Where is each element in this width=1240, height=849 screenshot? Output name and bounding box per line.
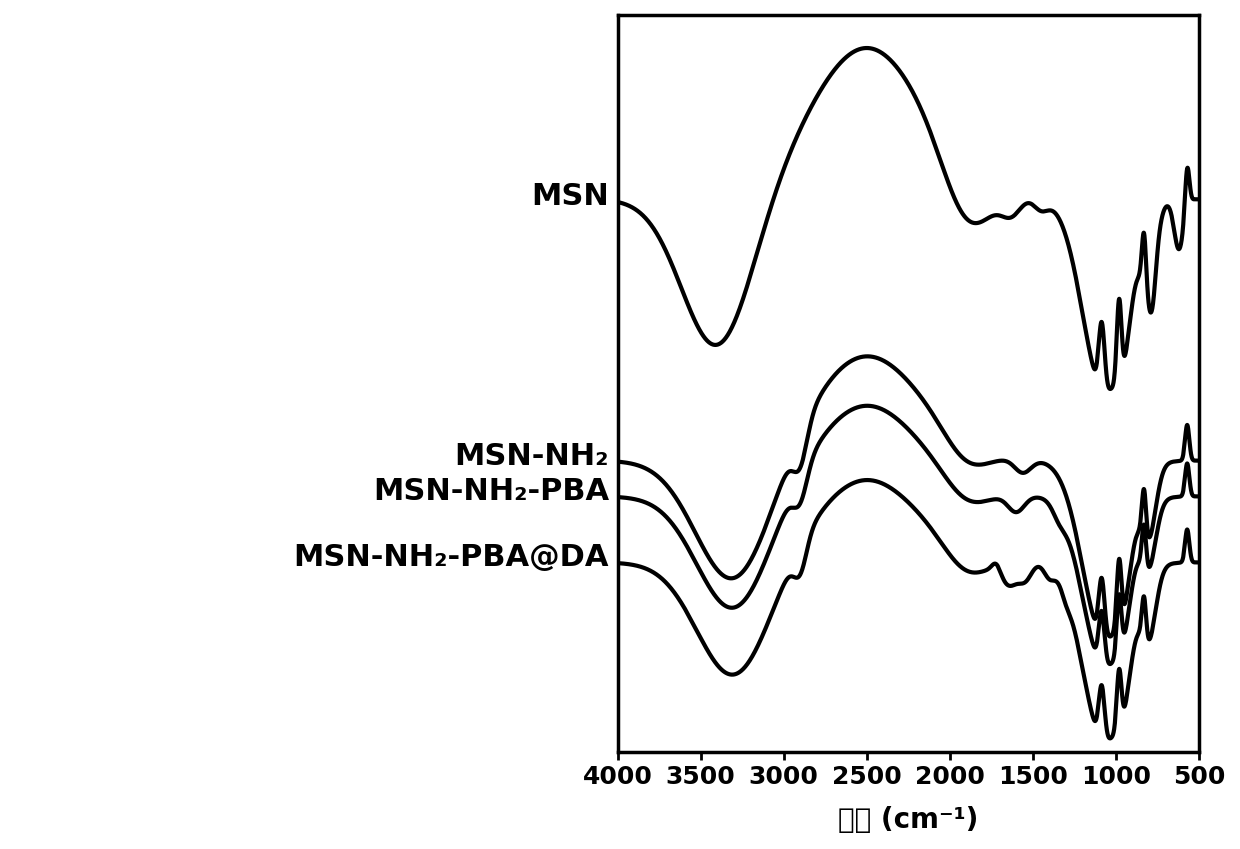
Text: MSN-NH₂-PBA@DA: MSN-NH₂-PBA@DA xyxy=(294,543,609,572)
Text: MSN-NH₂-PBA: MSN-NH₂-PBA xyxy=(373,477,609,506)
Text: MSN-NH₂: MSN-NH₂ xyxy=(455,441,609,470)
X-axis label: 波长 (cm⁻¹): 波长 (cm⁻¹) xyxy=(838,806,978,834)
Text: MSN: MSN xyxy=(531,182,609,211)
